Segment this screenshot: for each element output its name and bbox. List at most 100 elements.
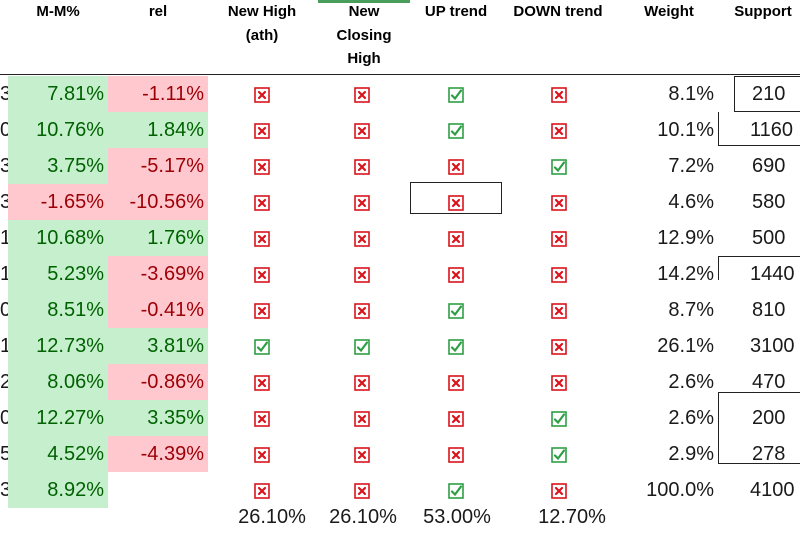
down-trend-cell[interactable] — [509, 400, 609, 436]
clipped-cell[interactable]: 0 — [0, 119, 8, 141]
up-trend-cell[interactable] — [406, 112, 506, 148]
new-high-cell[interactable] — [212, 184, 312, 220]
weight-cell[interactable]: 26.1% — [657, 335, 714, 357]
new-high-cell[interactable] — [212, 112, 312, 148]
weight-cell[interactable]: 8.7% — [668, 299, 714, 321]
up-trend-cell[interactable] — [406, 364, 506, 400]
rel-cell[interactable]: -0.86% — [108, 364, 208, 400]
rel-cell[interactable]: -3.69% — [108, 256, 208, 292]
new-closing-high-cell[interactable] — [312, 256, 412, 292]
rel-cell[interactable]: 1.76% — [108, 220, 208, 256]
header-rel[interactable]: rel — [108, 0, 208, 24]
rel-cell[interactable]: -1.11% — [108, 76, 208, 112]
new-closing-high-cell[interactable] — [312, 472, 412, 508]
support-cell[interactable]: 4100 — [750, 479, 795, 501]
rel-cell[interactable]: 3.35% — [108, 400, 208, 436]
mm-pct-cell[interactable]: 7.81% — [8, 76, 108, 112]
rel-cell[interactable] — [108, 472, 208, 508]
new-high-cell[interactable] — [212, 292, 312, 328]
rel-cell[interactable]: -5.17% — [108, 148, 208, 184]
new-closing-high-cell[interactable] — [312, 328, 412, 364]
support-cell[interactable]: 690 — [752, 155, 786, 177]
header-down-trend[interactable]: DOWN trend — [502, 0, 614, 24]
header-new-high[interactable]: New High (ath) — [212, 0, 312, 47]
up-trend-cell[interactable] — [406, 292, 506, 328]
header-new-closing-high[interactable]: New Closing High — [318, 0, 410, 71]
weight-cell[interactable]: 2.6% — [668, 407, 714, 429]
clipped-cell[interactable]: 1 — [0, 263, 8, 285]
support-cell[interactable]: 200 — [752, 407, 786, 429]
up-trend-cell[interactable] — [406, 472, 506, 508]
up-trend-cell[interactable] — [406, 256, 506, 292]
support-cell[interactable]: 3100 — [750, 335, 795, 357]
clipped-cell[interactable]: 2 — [0, 371, 8, 393]
down-trend-cell[interactable] — [509, 148, 609, 184]
rel-cell[interactable]: 1.84% — [108, 112, 208, 148]
new-closing-high-cell[interactable] — [312, 148, 412, 184]
rel-cell[interactable]: -10.56% — [108, 184, 208, 220]
clipped-cell[interactable]: 3 — [0, 191, 8, 213]
mm-pct-cell[interactable]: 12.73% — [8, 328, 108, 364]
new-closing-high-cell[interactable] — [312, 292, 412, 328]
mm-pct-cell[interactable]: 10.68% — [8, 220, 108, 256]
support-cell[interactable]: 1440 — [750, 263, 795, 285]
mm-pct-cell[interactable]: 12.27% — [8, 400, 108, 436]
selected-cell-outline[interactable] — [410, 182, 502, 214]
weight-cell[interactable]: 2.9% — [668, 443, 714, 465]
weight-cell[interactable]: 8.1% — [668, 83, 714, 105]
new-high-cell[interactable] — [212, 220, 312, 256]
rel-cell[interactable]: -4.39% — [108, 436, 208, 472]
mm-pct-cell[interactable]: 8.51% — [8, 292, 108, 328]
clipped-cell[interactable]: 3 — [0, 479, 8, 501]
weight-cell[interactable]: 7.2% — [668, 155, 714, 177]
up-trend-cell[interactable] — [406, 220, 506, 256]
clipped-cell[interactable]: 5 — [0, 443, 8, 465]
weight-cell[interactable]: 14.2% — [657, 263, 714, 285]
header-support[interactable]: Support — [718, 0, 800, 24]
new-closing-high-cell[interactable] — [312, 76, 412, 112]
down-trend-cell[interactable] — [509, 220, 609, 256]
weight-cell[interactable]: 10.1% — [657, 119, 714, 141]
support-cell[interactable]: 210 — [752, 83, 786, 105]
down-trend-cell[interactable] — [509, 292, 609, 328]
down-trend-cell[interactable] — [509, 364, 609, 400]
support-cell[interactable]: 500 — [752, 227, 786, 249]
clipped-cell[interactable]: 3 — [0, 155, 8, 177]
rel-cell[interactable]: -0.41% — [108, 292, 208, 328]
new-high-cell[interactable] — [212, 328, 312, 364]
support-cell[interactable]: 1160 — [750, 119, 794, 141]
clipped-cell[interactable]: 1 — [0, 335, 8, 357]
new-high-cell[interactable] — [212, 76, 312, 112]
weight-cell[interactable]: 4.6% — [668, 191, 714, 213]
up-trend-cell[interactable] — [406, 148, 506, 184]
support-cell[interactable]: 278 — [752, 443, 786, 465]
new-closing-high-cell[interactable] — [312, 364, 412, 400]
new-high-cell[interactable] — [212, 436, 312, 472]
new-closing-high-cell[interactable] — [312, 220, 412, 256]
up-trend-cell[interactable] — [406, 436, 506, 472]
support-cell[interactable]: 810 — [752, 299, 786, 321]
new-high-cell[interactable] — [212, 256, 312, 292]
up-trend-cell[interactable] — [406, 184, 506, 220]
mm-pct-cell[interactable]: 4.52% — [8, 436, 108, 472]
new-closing-high-cell[interactable] — [312, 400, 412, 436]
up-trend-cell[interactable] — [406, 328, 506, 364]
new-high-cell[interactable] — [212, 364, 312, 400]
weight-cell[interactable]: 2.6% — [668, 371, 714, 393]
down-trend-cell[interactable] — [509, 472, 609, 508]
up-trend-cell[interactable] — [406, 400, 506, 436]
down-trend-cell[interactable] — [509, 256, 609, 292]
down-trend-cell[interactable] — [509, 184, 609, 220]
clipped-cell[interactable]: 0 — [0, 407, 8, 429]
support-cell[interactable]: 580 — [752, 191, 786, 213]
down-trend-cell[interactable] — [509, 112, 609, 148]
mm-pct-cell[interactable]: 8.06% — [8, 364, 108, 400]
weight-cell[interactable]: 100.0% — [646, 479, 714, 501]
down-trend-cell[interactable] — [509, 436, 609, 472]
new-high-cell[interactable] — [212, 400, 312, 436]
new-closing-high-cell[interactable] — [312, 436, 412, 472]
weight-cell[interactable]: 12.9% — [657, 227, 714, 249]
new-high-cell[interactable] — [212, 472, 312, 508]
down-trend-cell[interactable] — [509, 76, 609, 112]
mm-pct-cell[interactable]: 8.92% — [8, 472, 108, 508]
